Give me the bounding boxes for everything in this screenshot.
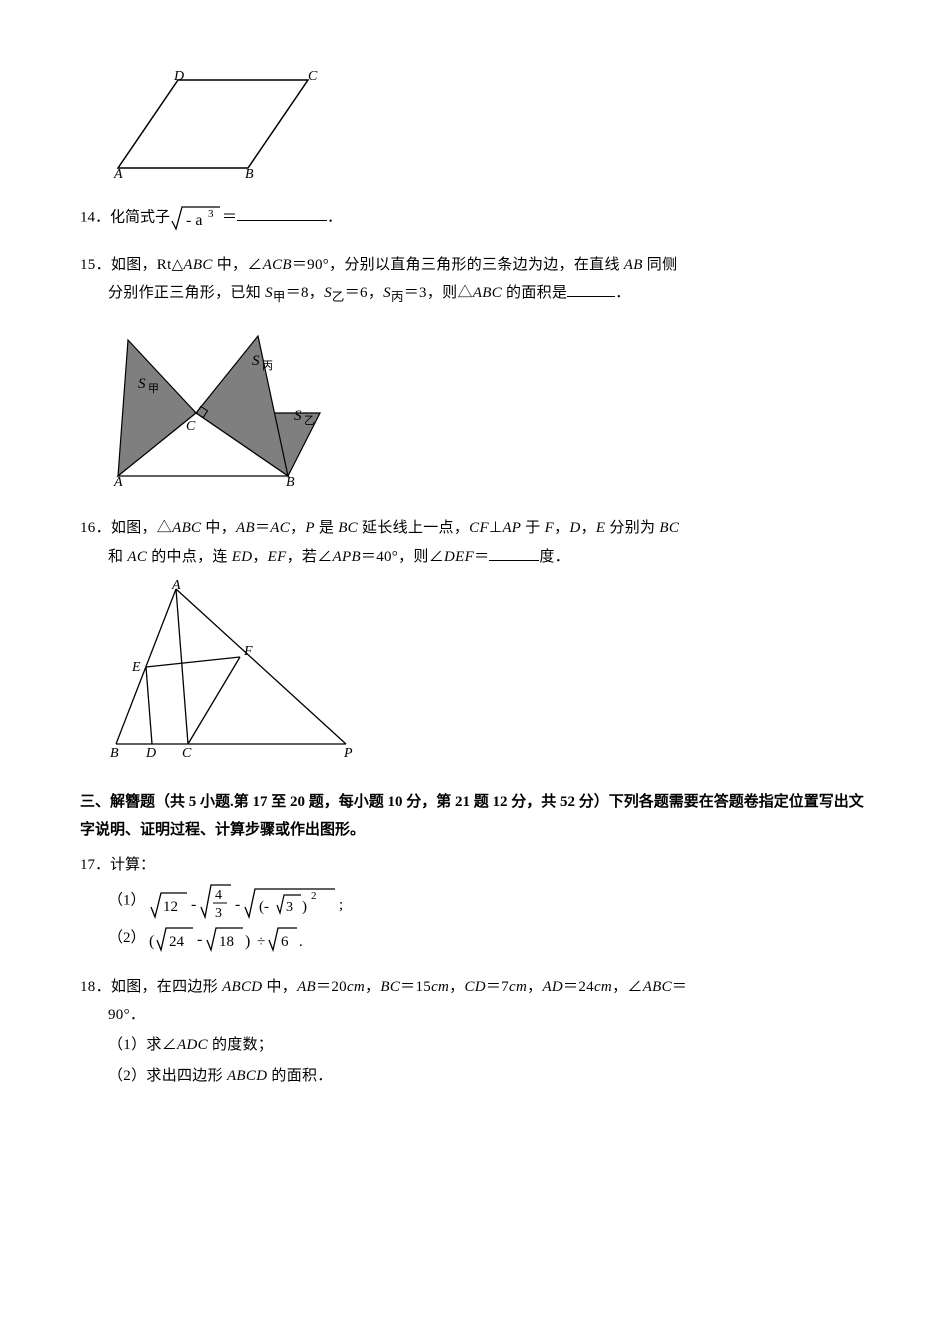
svg-text:-: - bbox=[235, 896, 240, 913]
q14-blank[interactable] bbox=[237, 205, 327, 221]
q17-expr2-icon: ( 24 - 18 ) ÷ 6 . bbox=[149, 924, 329, 954]
q15-blank[interactable] bbox=[567, 281, 615, 297]
q16-line2: 和 AC 的中点，连 ED，EF，若∠APB＝40°，则∠DEF＝度． bbox=[80, 543, 870, 572]
svg-text:6: 6 bbox=[281, 934, 289, 950]
svg-text:F: F bbox=[243, 644, 253, 659]
svg-text:D: D bbox=[145, 746, 156, 759]
svg-text:B: B bbox=[110, 746, 119, 759]
svg-text:(: ( bbox=[149, 933, 154, 950]
question-17: 17．计算： （1） 12 - 4 3 - (- 3 ) 2 ; （2） ( 2… bbox=[80, 851, 870, 955]
q14-eq: ＝ bbox=[222, 209, 237, 225]
svg-text:S: S bbox=[138, 376, 146, 392]
svg-text:(-: (- bbox=[259, 899, 269, 915]
q15-num: 15． bbox=[80, 257, 111, 273]
sqrt-neg-a-cubed-icon: - a 3 bbox=[170, 203, 222, 233]
triangles-svg: A B C S甲 S乙 S丙 bbox=[108, 318, 338, 486]
q17-part1: （1） 12 - 4 3 - (- 3 ) 2 ; bbox=[80, 879, 870, 923]
q16-blank[interactable] bbox=[489, 545, 539, 561]
svg-text:3: 3 bbox=[208, 208, 214, 220]
svg-text:C: C bbox=[182, 746, 192, 759]
svg-text:.: . bbox=[299, 934, 303, 950]
svg-text:S: S bbox=[294, 408, 302, 424]
q18-sub1: （1）求∠ADC 的度数； bbox=[80, 1030, 870, 1062]
svg-text:E: E bbox=[131, 660, 141, 675]
svg-text:S: S bbox=[252, 353, 260, 369]
question-14: 14．化简式子 - a 3 ＝ ． bbox=[80, 203, 870, 233]
q18-num: 18． bbox=[80, 979, 111, 995]
q18-line2: 90°． bbox=[80, 1001, 870, 1030]
svg-text:3: 3 bbox=[286, 900, 293, 915]
q17-label: 计算： bbox=[110, 857, 155, 873]
q14-period: ． bbox=[327, 209, 342, 225]
svg-text:4: 4 bbox=[215, 888, 222, 903]
section-3-heading: 三、解簪题（共 5 小题.第 17 至 20 题，每小题 10 分，第 21 题… bbox=[80, 788, 870, 845]
question-16: 16．如图，△ABC 中，AB＝AC，P 是 BC 延长线上一点，CF⊥AP 于… bbox=[80, 514, 870, 770]
figure-q13: A B C D bbox=[108, 68, 870, 189]
svg-text:B: B bbox=[286, 475, 295, 486]
svg-text:P: P bbox=[343, 746, 353, 759]
label-B: B bbox=[245, 167, 254, 178]
svg-text:甲: 甲 bbox=[148, 383, 159, 395]
question-15: 15．如图，Rt△ABC 中，∠ACB＝90°，分别以直角三角形的三条边为边，在… bbox=[80, 251, 870, 497]
svg-text:A: A bbox=[113, 475, 123, 486]
q14-num: 14． bbox=[80, 209, 110, 225]
svg-text:-: - bbox=[197, 931, 202, 948]
question-18: 18．如图，在四边形 ABCD 中，AB＝20cm，BC＝15cm，CD＝7cm… bbox=[80, 973, 870, 1093]
svg-text:;: ; bbox=[339, 897, 343, 913]
svg-text:÷: ÷ bbox=[257, 934, 265, 950]
q15-text: 15．如图，Rt△ABC 中，∠ACB＝90°，分别以直角三角形的三条边为边，在… bbox=[80, 251, 870, 280]
q18-text: 18．如图，在四边形 ABCD 中，AB＝20cm，BC＝15cm，CD＝7cm… bbox=[80, 973, 870, 1002]
svg-text:24: 24 bbox=[169, 934, 185, 950]
svg-text:-: - bbox=[191, 896, 196, 913]
svg-text:- a: - a bbox=[186, 212, 202, 229]
svg-text:12: 12 bbox=[163, 899, 178, 915]
q17-expr1-icon: 12 - 4 3 - (- 3 ) 2 ; bbox=[149, 879, 349, 923]
label-C: C bbox=[308, 69, 318, 84]
svg-text:2: 2 bbox=[311, 890, 317, 902]
figure-q15: A B C S甲 S乙 S丙 bbox=[108, 318, 870, 497]
q17-num: 17． bbox=[80, 857, 110, 873]
q16-num: 16． bbox=[80, 520, 111, 536]
svg-text:C: C bbox=[186, 419, 196, 434]
q16-text: 16．如图，△ABC 中，AB＝AC，P 是 BC 延长线上一点，CF⊥AP 于… bbox=[80, 514, 870, 543]
svg-text:3: 3 bbox=[215, 906, 222, 921]
svg-text:): ) bbox=[302, 899, 307, 915]
label-D: D bbox=[173, 69, 184, 84]
figure-q16: A B D C P E F bbox=[108, 579, 870, 770]
svg-text:A: A bbox=[171, 579, 181, 593]
parallelogram-svg: A B C D bbox=[108, 68, 318, 178]
q17-part2: （2） ( 24 - 18 ) ÷ 6 . bbox=[80, 923, 870, 955]
label-A: A bbox=[113, 167, 123, 178]
triangle-q16-svg: A B D C P E F bbox=[108, 579, 358, 759]
q18-sub2: （2）求出四边形 ABCD 的面积． bbox=[80, 1061, 870, 1093]
svg-text:乙: 乙 bbox=[304, 414, 315, 427]
svg-text:): ) bbox=[245, 933, 250, 950]
q15-line2: 分别作正三角形，已知 S甲＝8，S乙＝6，S丙＝3，则△ABC 的面积是． bbox=[80, 279, 870, 310]
svg-text:丙: 丙 bbox=[262, 360, 273, 372]
svg-text:18: 18 bbox=[219, 934, 234, 950]
q14-prefix: 化简式子 bbox=[110, 209, 170, 225]
